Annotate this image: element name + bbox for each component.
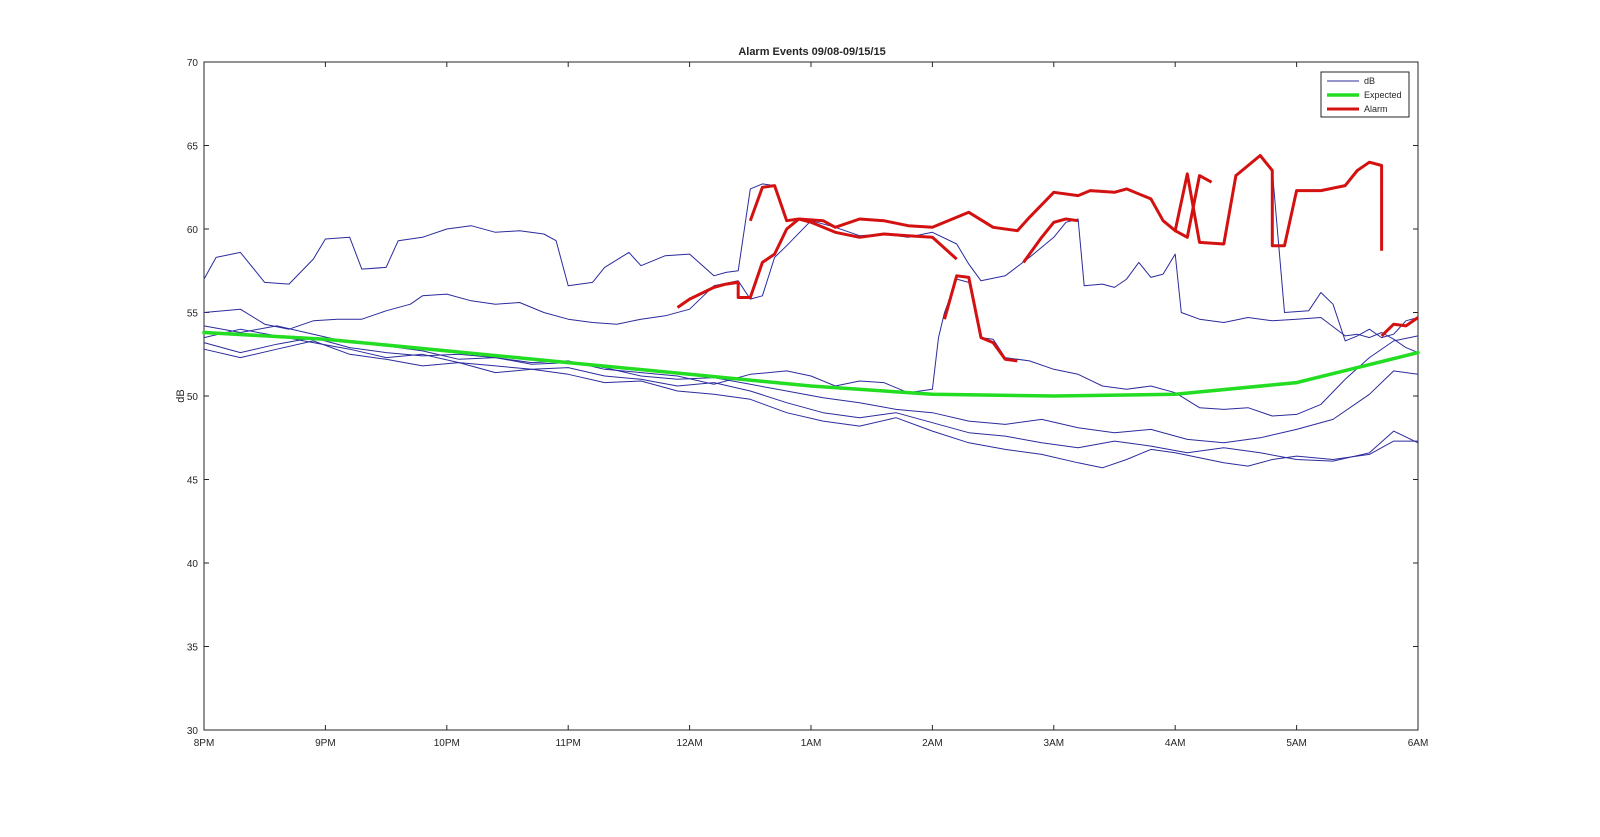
legend-label-3: Alarm (1364, 104, 1388, 114)
alarm-segment-5 (1174, 174, 1213, 239)
x-tick-label: 2AM (922, 738, 943, 749)
x-tick-label: 1AM (801, 738, 822, 749)
x-tick-label: 10PM (434, 738, 460, 749)
chart-title: Alarm Events 09/08-09/15/15 (738, 46, 885, 58)
y-tick-label: 35 (187, 643, 199, 654)
y-tick-labels: 30 35 40 45 50 55 60 65 70 (187, 58, 199, 737)
y-tick-label: 70 (187, 58, 199, 69)
x-tick-label: 9PM (315, 738, 336, 749)
db-series-line-5 (203, 328, 1419, 462)
y-tick-label: 50 (187, 392, 199, 403)
x-tick-label: 6AM (1408, 738, 1429, 749)
x-tick-label: 8PM (194, 738, 215, 749)
x-tick-labels: 8PM 9PM 10PM 11PM 12AM 1AM 2AM 3AM 4AM 5AM 6AM (194, 738, 1429, 749)
alarm-layer (676, 154, 1419, 363)
alarm-segment-2 (748, 154, 1384, 251)
db-series-line-4 (203, 325, 1419, 444)
x-tick-label: 3AM (1044, 738, 1065, 749)
y-axis-label: dB (175, 389, 187, 402)
db-series-line-2 (203, 218, 1419, 354)
legend-label-2: Expected (1364, 90, 1402, 100)
y-tick-label: 30 (187, 726, 199, 737)
y-tick-label: 55 (187, 309, 199, 320)
legend-label-1: dB (1364, 76, 1375, 86)
legend: dB Expected Alarm (1320, 71, 1410, 118)
expected-series-line (202, 330, 1420, 398)
alarm-segment-3 (1022, 217, 1079, 264)
plot-area (203, 61, 1419, 731)
db-series-line-3 (203, 278, 1419, 417)
db-series-line-6 (203, 340, 1418, 469)
alarm-segment-4 (943, 274, 1018, 363)
x-tick-label: 12AM (677, 738, 703, 749)
alarm-segment-6 (1380, 316, 1419, 337)
x-tick-label: 4AM (1165, 738, 1186, 749)
y-tick-label: 60 (187, 225, 199, 236)
y-tick-label: 40 (187, 559, 199, 570)
y-tick-label: 65 (187, 142, 199, 153)
y-tick-label: 45 (187, 476, 199, 487)
axis-ticks (203, 61, 1419, 731)
alarm-segment-1 (676, 217, 958, 309)
x-tick-label: 11PM (556, 738, 581, 749)
x-tick-label: 5AM (1286, 738, 1307, 749)
expected-layer (202, 330, 1420, 398)
